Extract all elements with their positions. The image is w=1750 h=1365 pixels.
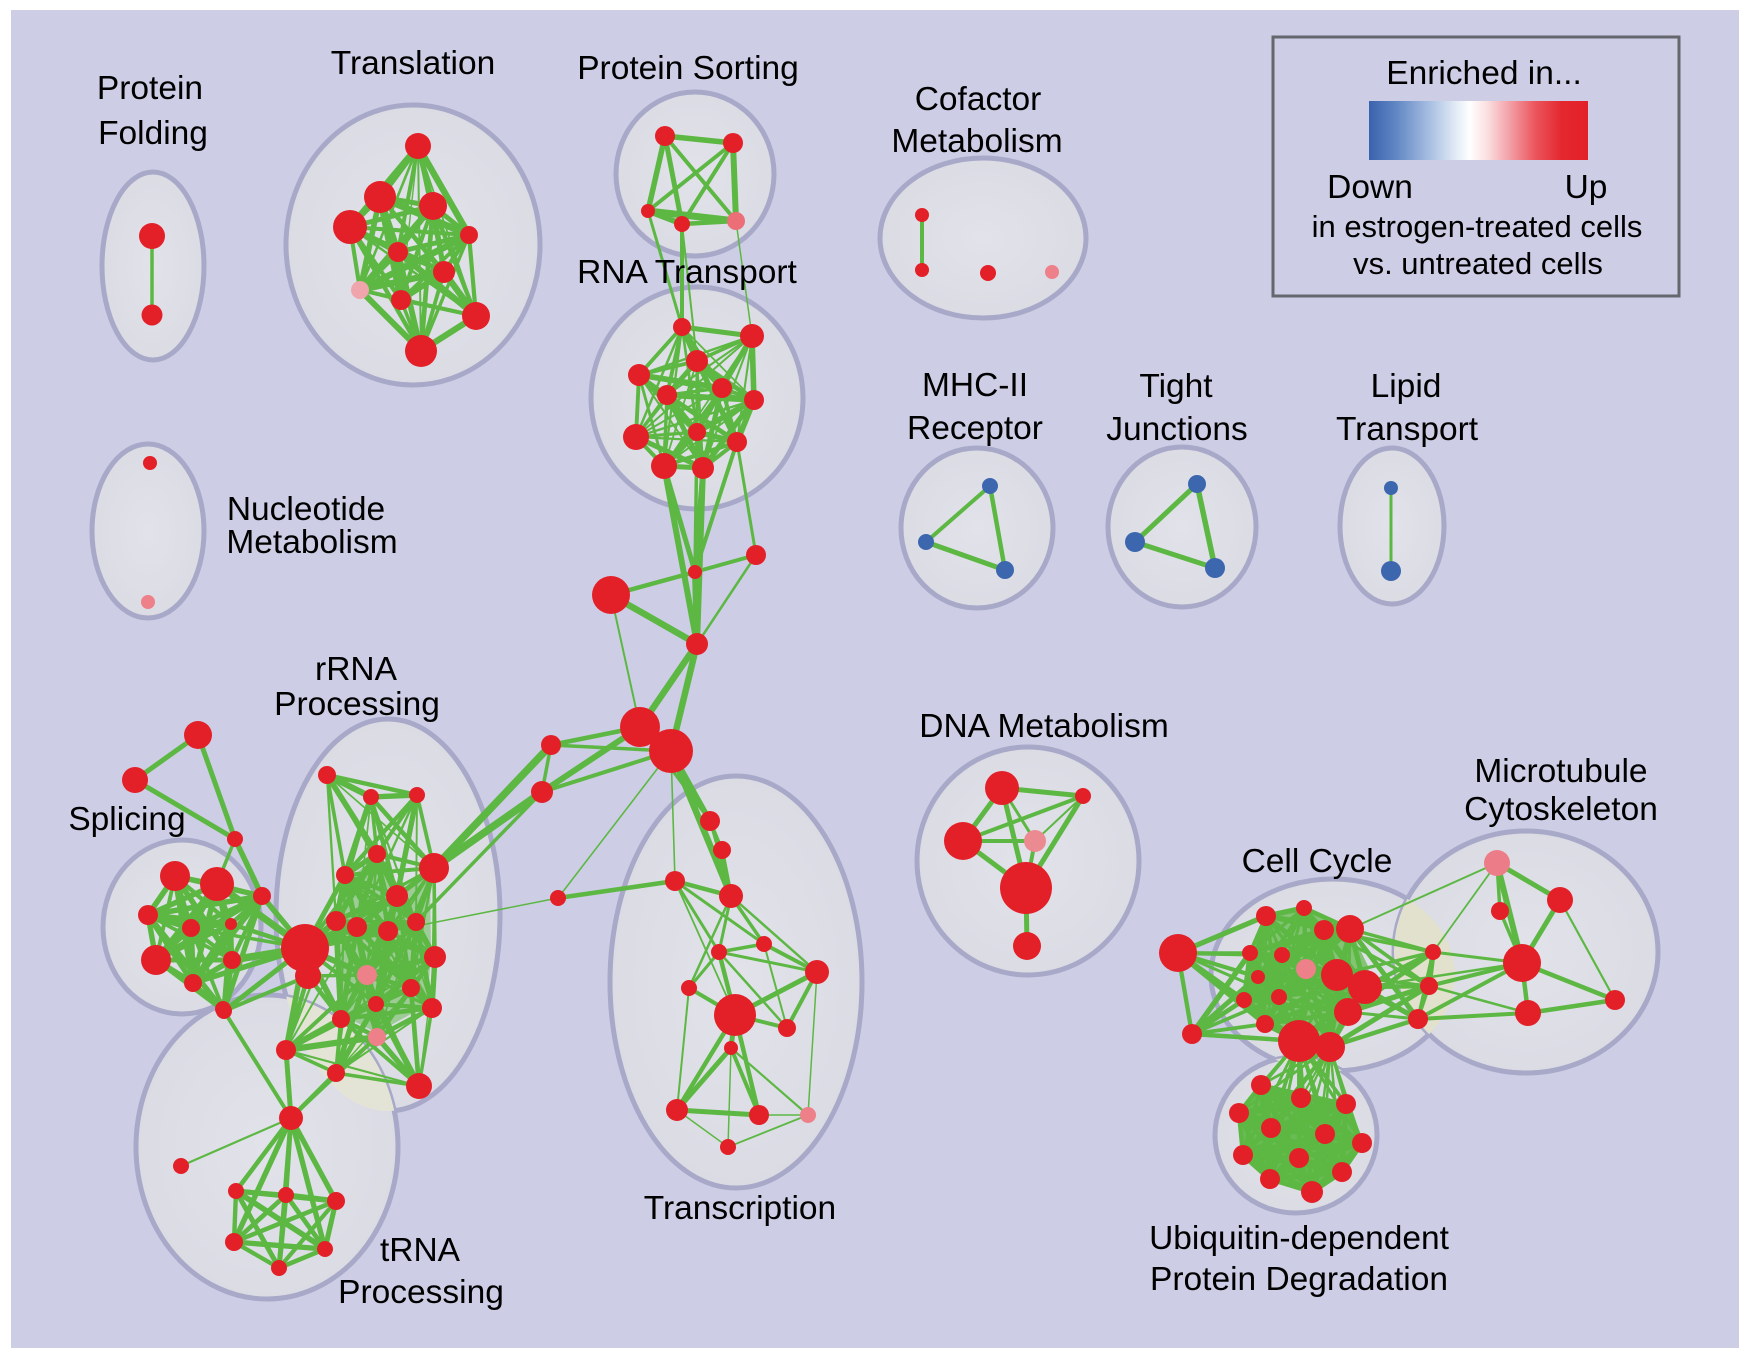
svg-text:vs. untreated cells: vs. untreated cells — [1353, 246, 1603, 281]
svg-text:Protein Sorting: Protein Sorting — [577, 50, 799, 87]
svg-text:Transcription: Transcription — [644, 1190, 836, 1227]
svg-text:Processing: Processing — [274, 686, 440, 723]
svg-text:Up: Up — [1565, 169, 1608, 206]
svg-text:Junctions: Junctions — [1106, 411, 1248, 448]
svg-text:Transport: Transport — [1336, 411, 1479, 448]
svg-text:Lipid: Lipid — [1371, 368, 1442, 405]
svg-text:Protein Degradation: Protein Degradation — [1150, 1261, 1448, 1298]
svg-text:Nucleotide: Nucleotide — [227, 491, 385, 528]
svg-text:Microtubule: Microtubule — [1474, 753, 1647, 790]
svg-text:Splicing: Splicing — [68, 801, 185, 838]
svg-text:Receptor: Receptor — [907, 410, 1043, 447]
svg-text:rRNA: rRNA — [315, 651, 398, 688]
svg-text:MHC-II: MHC-II — [922, 367, 1028, 404]
svg-text:in estrogen-treated cells: in estrogen-treated cells — [1312, 209, 1643, 244]
svg-text:Tight: Tight — [1139, 368, 1213, 405]
svg-text:RNA Transport: RNA Transport — [577, 254, 797, 291]
svg-text:Metabolism: Metabolism — [891, 123, 1062, 160]
svg-text:Cytoskeleton: Cytoskeleton — [1464, 791, 1658, 828]
svg-text:Protein: Protein — [97, 70, 203, 107]
svg-text:Metabolism: Metabolism — [226, 524, 397, 561]
svg-text:Ubiquitin-dependent: Ubiquitin-dependent — [1149, 1220, 1450, 1257]
svg-text:Enriched in...: Enriched in... — [1386, 55, 1582, 92]
svg-text:DNA Metabolism: DNA Metabolism — [919, 708, 1168, 745]
svg-text:Down: Down — [1327, 169, 1413, 206]
svg-text:Cofactor: Cofactor — [915, 81, 1042, 118]
svg-text:Translation: Translation — [331, 45, 495, 82]
svg-text:Processing: Processing — [338, 1274, 504, 1311]
svg-text:Folding: Folding — [98, 115, 208, 152]
svg-text:tRNA: tRNA — [380, 1232, 461, 1269]
svg-text:Cell Cycle: Cell Cycle — [1242, 843, 1393, 880]
